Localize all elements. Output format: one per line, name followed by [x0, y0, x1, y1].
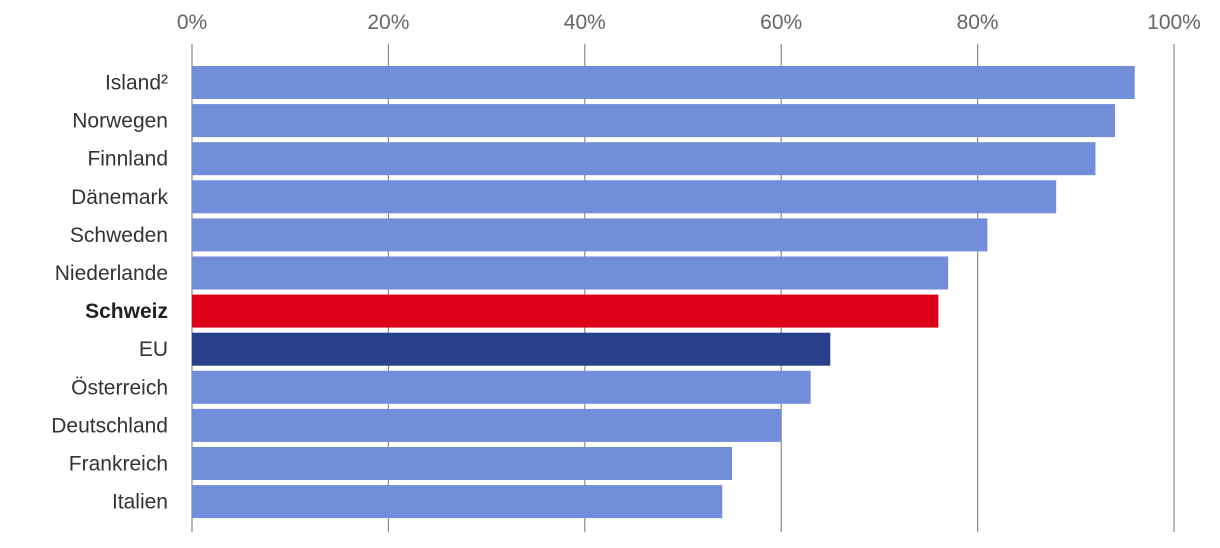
category-label: Niederlande [55, 262, 168, 285]
category-labels: Island² Norwegen Finnland Dänemark Schweden N… [51, 72, 168, 514]
x-tick-label: 0% [177, 11, 207, 34]
category-label: Österreich [71, 376, 168, 399]
category-label: EU [139, 338, 168, 361]
x-tick-label: 40% [564, 11, 606, 34]
x-axis-tick-labels: 0% 20% 40% 60% 80% 100% [177, 11, 1201, 34]
x-tick-label: 100% [1147, 11, 1201, 34]
bar-österreich [192, 370, 811, 404]
category-label: Frankreich [69, 453, 168, 476]
bar-frankreich [192, 447, 733, 480]
bar-finnland [192, 142, 1096, 176]
x-tick-label: 20% [367, 11, 409, 34]
category-label: Finnland [87, 148, 168, 171]
bars [192, 66, 1135, 519]
category-label: Norwegen [72, 110, 168, 133]
x-tick-label: 80% [957, 11, 999, 34]
bar-schweiz [192, 294, 939, 328]
category-label: Island² [105, 72, 168, 95]
category-label: Dänemark [71, 186, 168, 209]
bar-eu [192, 332, 831, 366]
category-label: Schweiz [85, 300, 168, 323]
category-label: Schweden [70, 224, 168, 247]
x-tick-label: 60% [760, 11, 802, 34]
bar-schweden [192, 218, 988, 252]
bar-italien [192, 485, 723, 519]
category-label: Deutschland [51, 414, 168, 437]
bar-deutschland [192, 408, 782, 442]
bar-niederlande [192, 256, 949, 290]
bar-dänemark [192, 180, 1057, 214]
category-label: Italien [112, 491, 168, 514]
bar-norwegen [192, 104, 1116, 138]
bar-island- [192, 66, 1135, 99]
